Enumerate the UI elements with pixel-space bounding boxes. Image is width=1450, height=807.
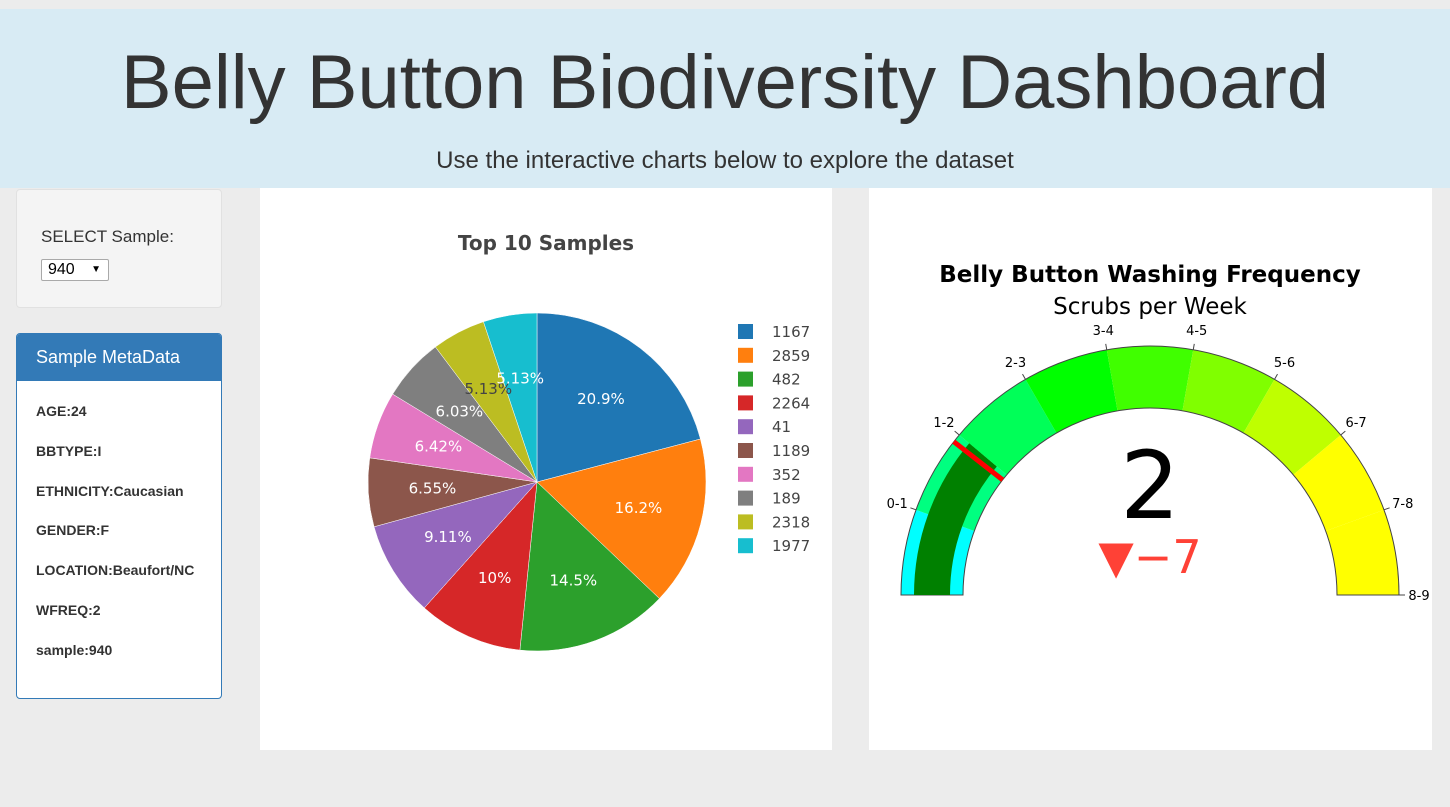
legend-label[interactable]: 41: [772, 418, 791, 436]
gauge-tick-label: 2-3: [1005, 356, 1026, 371]
gauge-tick: [1022, 373, 1026, 380]
gauge-outline: [900, 345, 1400, 596]
gauge-band-3-4: [1025, 349, 1118, 434]
gauge-tick-label: 4-5: [1186, 324, 1207, 339]
gauge-tick-label: 6-7: [1345, 416, 1366, 431]
pie-slice-41[interactable]: [373, 481, 538, 609]
legend-label[interactable]: 1167: [772, 323, 810, 341]
pie-value-label: 9.11%: [424, 528, 472, 546]
legend-swatch[interactable]: [738, 324, 753, 339]
gauge-tick-label: 5-6: [1274, 356, 1295, 371]
metadata-panel-title: Sample MetaData: [17, 334, 221, 381]
gauge-band-5-6: [1182, 349, 1275, 434]
legend-swatch[interactable]: [738, 466, 753, 482]
pie-slice-2859[interactable]: [536, 438, 707, 599]
gauge-tick: [910, 507, 917, 511]
legend-label[interactable]: 1977: [772, 537, 810, 555]
gauge-chart-card: Belly Button Washing Frequency Scrubs pe…: [869, 188, 1432, 750]
sample-select-value: 940: [48, 261, 75, 278]
pie-value-label: 5.13%: [496, 370, 544, 388]
legend-swatch[interactable]: [738, 419, 753, 435]
gauge-tick-label: 1-2: [933, 416, 954, 431]
metadata-item-gender: GENDER:F: [36, 522, 110, 538]
legend-label[interactable]: 482: [772, 371, 801, 389]
pie-value-label: 6.42%: [415, 438, 463, 456]
pie-value-label: 5.13%: [464, 380, 512, 398]
legend-label[interactable]: 352: [772, 466, 801, 484]
legend-swatch[interactable]: [738, 490, 753, 506]
gauge-tick: [1274, 373, 1278, 380]
gauge-value-bar: [914, 443, 997, 595]
gauge-delta: ▼−7: [1098, 530, 1201, 584]
chevron-down-icon: ▼: [91, 264, 101, 275]
pie-value-label: 6.55%: [409, 480, 457, 498]
sample-select-label: SELECT Sample:: [41, 227, 174, 246]
pie-slice-482[interactable]: [519, 481, 660, 652]
gauge-band-8-9: [1325, 509, 1399, 595]
metadata-item-wfreq: WFREQ:2: [36, 602, 101, 618]
sample-select-dropdown[interactable]: 940 ▼: [41, 259, 109, 281]
legend-swatch[interactable]: [738, 538, 753, 554]
gauge-tick-label: 0-1: [887, 497, 908, 512]
gauge-tick: [1192, 343, 1195, 350]
metadata-item-bbtype: BBTYPE:I: [36, 443, 102, 459]
legend-swatch[interactable]: [738, 371, 753, 387]
legend-swatch[interactable]: [738, 347, 753, 363]
gauge-band-2-3: [959, 379, 1057, 475]
pie-value-label: 6.03%: [436, 403, 484, 421]
gauge-band-6-7: [1243, 379, 1341, 475]
gauge-chart[interactable]: Belly Button Washing Frequency Scrubs pe…: [869, 188, 1432, 750]
gauge-tick-label: 8-9: [1408, 589, 1429, 604]
gauge-value: 2: [1120, 432, 1180, 541]
legend-swatch[interactable]: [738, 443, 753, 458]
legend-swatch[interactable]: [738, 395, 753, 411]
legend-swatch[interactable]: [738, 514, 753, 530]
gauge-tick: [1105, 343, 1108, 350]
gauge-tick: [1383, 507, 1390, 511]
gauge-tick-label: 3-4: [1093, 324, 1114, 339]
pie-value-label: 20.9%: [577, 390, 625, 408]
gauge-band-4-5: [1106, 346, 1194, 411]
pie-slice-1977[interactable]: [483, 312, 538, 483]
legend-label[interactable]: 2859: [772, 347, 810, 365]
pie-value-label: 14.5%: [550, 571, 598, 589]
legend-label[interactable]: 2318: [772, 513, 810, 531]
legend-label[interactable]: 1189: [772, 442, 810, 460]
gauge-subtitle: Scrubs per Week: [1053, 294, 1247, 320]
legend-label[interactable]: 2264: [772, 394, 810, 412]
pie-value-label: 10%: [478, 569, 511, 587]
metadata-item-sample: sample:940: [36, 642, 113, 658]
metadata-panel: Sample MetaData AGE:24 BBTYPE:I ETHNICIT…: [16, 333, 222, 699]
sample-select-panel: SELECT Sample: 940 ▼: [16, 189, 222, 308]
header-banner: Belly Button Biodiversity Dashboard Use …: [0, 9, 1450, 188]
gauge-tick: [954, 430, 960, 436]
pie-slice-1167[interactable]: [536, 312, 701, 483]
gauge-tick: [1340, 430, 1346, 436]
gauge-threshold-line: [952, 439, 1005, 482]
legend-label[interactable]: 189: [772, 490, 801, 508]
metadata-item-ethnicity: ETHNICITY:Caucasian: [36, 483, 184, 499]
pie-chart[interactable]: Top 10 Samples 20.9% 16.2% 14.5% 10% 9.11% 6.…: [260, 188, 832, 750]
pie-slice-2264[interactable]: [423, 481, 538, 651]
page-subtitle: Use the interactive charts below to expl…: [436, 147, 1014, 174]
metadata-item-location: LOCATION:Beaufort/NC: [36, 562, 195, 578]
metadata-item-age: AGE:24: [36, 403, 87, 419]
pie-chart-title: Top 10 Samples: [458, 231, 634, 255]
pie-chart-card: Top 10 Samples 20.9% 16.2% 14.5% 10% 9.11% 6.…: [260, 188, 832, 750]
gauge-band-7-8: [1293, 434, 1384, 532]
pie-value-label: 16.2%: [615, 499, 663, 517]
page-title: Belly Button Biodiversity Dashboard: [120, 40, 1330, 125]
gauge-title: Belly Button Washing Frequency: [939, 262, 1360, 288]
gauge-tick-label: 7-8: [1392, 497, 1413, 512]
